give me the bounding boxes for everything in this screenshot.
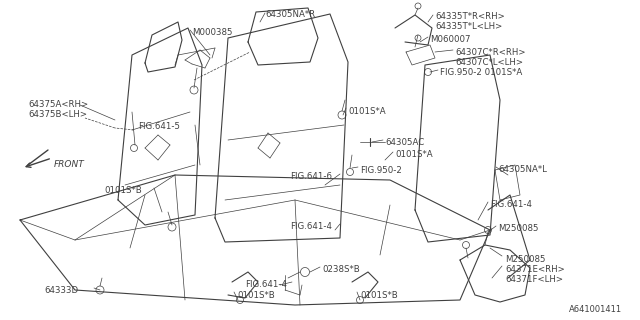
Text: FRONT: FRONT	[54, 160, 84, 169]
Text: FIG.641-5: FIG.641-5	[138, 122, 180, 131]
Text: FIG.641-4: FIG.641-4	[245, 280, 287, 289]
Text: 0101S*B: 0101S*B	[104, 186, 141, 195]
Text: A641001411: A641001411	[569, 305, 622, 314]
Text: 64335T*R<RH>: 64335T*R<RH>	[435, 12, 505, 21]
Text: 64305NA*L: 64305NA*L	[498, 165, 547, 174]
Text: 0101S*B: 0101S*B	[360, 291, 397, 300]
Text: 64371E<RH>: 64371E<RH>	[505, 265, 564, 274]
Text: 64333D: 64333D	[44, 286, 78, 295]
Text: 0101S*A: 0101S*A	[348, 107, 386, 116]
Text: 64307C*R<RH>: 64307C*R<RH>	[455, 48, 525, 57]
Text: 64371F<LH>: 64371F<LH>	[505, 275, 563, 284]
Text: M000385: M000385	[192, 28, 232, 37]
Text: 64307C*L<LH>: 64307C*L<LH>	[455, 58, 523, 67]
Text: M250085: M250085	[505, 255, 545, 264]
Text: 64335T*L<LH>: 64335T*L<LH>	[435, 22, 502, 31]
Text: 0238S*B: 0238S*B	[322, 265, 360, 274]
Text: 64375A<RH>: 64375A<RH>	[28, 100, 88, 109]
Text: FIG.641-4: FIG.641-4	[290, 222, 332, 231]
Text: FIG.641-4: FIG.641-4	[490, 200, 532, 209]
Text: 0101S*B: 0101S*B	[237, 291, 275, 300]
Text: 0101S*A: 0101S*A	[395, 150, 433, 159]
Text: FIG.641-6: FIG.641-6	[290, 172, 332, 181]
Text: FIG.950-2 0101S*A: FIG.950-2 0101S*A	[440, 68, 522, 77]
Text: M250085: M250085	[498, 224, 538, 233]
Text: 64305NA*R: 64305NA*R	[265, 10, 315, 19]
Text: 64375B<LH>: 64375B<LH>	[28, 110, 87, 119]
Text: FIG.950-2: FIG.950-2	[360, 166, 402, 175]
Text: 64305AC: 64305AC	[385, 138, 424, 147]
Text: M060007: M060007	[430, 35, 470, 44]
